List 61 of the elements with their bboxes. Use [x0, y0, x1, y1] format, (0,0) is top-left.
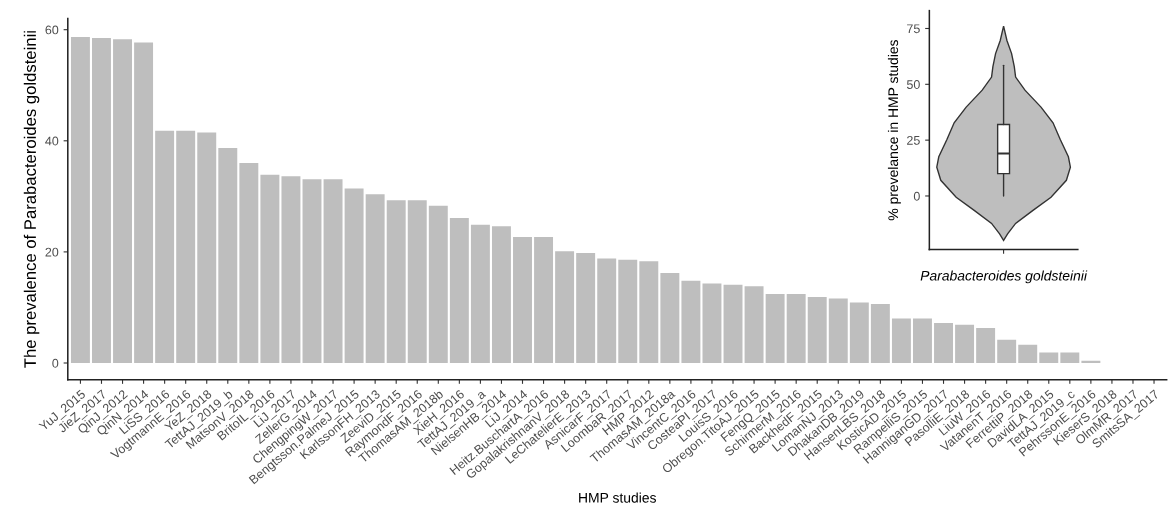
bar	[576, 253, 596, 363]
bar	[1018, 344, 1038, 363]
bar	[113, 39, 133, 363]
bar	[849, 302, 869, 363]
bar	[218, 148, 238, 363]
bar	[639, 261, 659, 363]
y-tick-label: 50	[906, 80, 920, 89]
bar	[197, 132, 217, 363]
y-tick-label: 20	[45, 247, 59, 257]
bar	[1081, 360, 1101, 363]
bar	[302, 179, 322, 363]
bar	[176, 130, 196, 363]
bar	[934, 323, 953, 363]
bar	[723, 284, 743, 363]
bar	[281, 176, 301, 363]
bar	[955, 324, 975, 363]
bar	[913, 318, 932, 363]
bar	[428, 205, 448, 363]
bar	[344, 188, 364, 363]
bar	[786, 294, 806, 363]
y-axis-title: The prevalence of Parabacteroides goldsteinii	[23, 31, 40, 368]
bar	[828, 298, 848, 363]
y-tick-label: 0	[52, 358, 59, 368]
bar	[555, 251, 575, 363]
bar	[891, 318, 911, 363]
bar	[744, 286, 764, 363]
bar	[134, 42, 154, 363]
x-tick-label: Parabacteroides goldsteinii	[920, 270, 1088, 284]
bar	[765, 294, 785, 363]
bar	[660, 273, 680, 363]
bar	[870, 304, 890, 363]
bar	[976, 328, 996, 363]
bar	[407, 200, 427, 363]
bar	[449, 218, 469, 363]
bar	[997, 339, 1017, 363]
bar	[239, 163, 259, 363]
bar	[92, 38, 111, 363]
bar	[386, 200, 406, 363]
y-tick-label: 60	[45, 25, 59, 35]
y-tick-label: 25	[907, 135, 920, 145]
bar	[70, 36, 90, 363]
bar	[681, 280, 701, 363]
bar	[534, 236, 554, 363]
bar	[618, 259, 638, 363]
bar	[597, 258, 617, 363]
y-tick-label: 40	[45, 136, 59, 146]
bar	[491, 226, 511, 363]
bar	[260, 174, 280, 363]
bar	[513, 236, 532, 363]
bar	[155, 130, 175, 363]
bar	[807, 296, 827, 363]
bar	[470, 224, 490, 363]
bar	[323, 179, 343, 363]
y-tick-label: 75	[907, 24, 920, 34]
bar	[702, 283, 722, 363]
y-tick-label: 0	[913, 191, 920, 201]
bar	[1060, 352, 1080, 363]
y-axis-title: % prevelance in HMP studies	[887, 40, 901, 221]
bar	[1039, 352, 1059, 363]
x-axis-title: HMP studies	[579, 492, 656, 503]
bar	[365, 194, 385, 363]
